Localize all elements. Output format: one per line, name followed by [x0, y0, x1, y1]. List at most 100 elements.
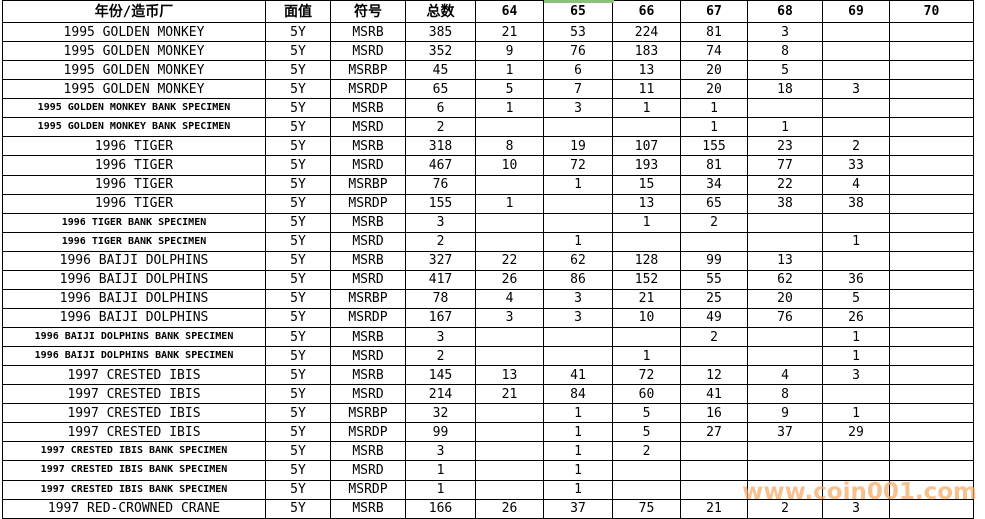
cell-grade-68[interactable]: 1: [747, 117, 823, 138]
cell-grade-67[interactable]: 21: [680, 498, 748, 519]
cell-grade-67[interactable]: 74: [680, 41, 748, 62]
cell-grade-65[interactable]: [543, 212, 613, 233]
cell-grade-66[interactable]: 15: [612, 174, 681, 195]
cell-grade-64[interactable]: 22: [475, 250, 544, 271]
cell-denomination[interactable]: 5Y: [265, 346, 331, 367]
cell-grade-67[interactable]: 81: [680, 21, 748, 43]
cell-grade-65[interactable]: 7: [543, 79, 613, 100]
cell-grade-70[interactable]: [889, 41, 974, 62]
cell-grade-68[interactable]: 23: [747, 136, 823, 157]
cell-symbol[interactable]: MSRBP: [330, 288, 406, 309]
cell-symbol[interactable]: MSRBP: [330, 403, 406, 424]
cell-grade-69[interactable]: 26: [822, 307, 890, 329]
cell-grade-70[interactable]: [889, 21, 974, 43]
cell-denomination[interactable]: 5Y: [265, 269, 331, 290]
cell-grade-70[interactable]: [889, 250, 974, 271]
cell-total[interactable]: 1: [405, 479, 476, 500]
cell-year-mint[interactable]: 1996 BAIJI DOLPHINS BANK SPECIMEN: [2, 326, 266, 348]
cell-grade-65[interactable]: 1: [543, 422, 613, 443]
cell-denomination[interactable]: 5Y: [265, 174, 331, 195]
cell-grade-69[interactable]: [822, 98, 890, 119]
cell-grade-64[interactable]: 3: [475, 307, 544, 329]
cell-grade-66[interactable]: 11: [612, 79, 681, 100]
cell-grade-64[interactable]: 1: [475, 60, 544, 81]
cell-total[interactable]: 45: [405, 60, 476, 81]
cell-year-mint[interactable]: 1995 GOLDEN MONKEY: [2, 60, 266, 81]
cell-year-mint[interactable]: 1996 BAIJI DOLPHINS: [2, 269, 266, 290]
cell-denomination[interactable]: 5Y: [265, 498, 331, 519]
cell-grade-69[interactable]: [822, 117, 890, 138]
cell-total[interactable]: 214: [405, 384, 476, 405]
cell-grade-70[interactable]: [889, 365, 974, 386]
cell-year-mint[interactable]: 1996 BAIJI DOLPHINS: [2, 288, 266, 309]
cell-total[interactable]: 78: [405, 288, 476, 309]
cell-grade-68[interactable]: [747, 98, 823, 119]
cell-symbol[interactable]: MSRD: [330, 346, 406, 367]
cell-grade-67[interactable]: [680, 460, 748, 481]
cell-denomination[interactable]: 5Y: [265, 479, 331, 500]
cell-grade-64[interactable]: 21: [475, 21, 544, 43]
cell-grade-67[interactable]: 20: [680, 79, 748, 100]
cell-denomination[interactable]: 5Y: [265, 326, 331, 348]
cell-symbol[interactable]: MSRB: [330, 365, 406, 386]
cell-grade-68[interactable]: [747, 460, 823, 481]
cell-grade-65[interactable]: [543, 193, 613, 214]
cell-total[interactable]: 99: [405, 422, 476, 443]
cell-total[interactable]: 327: [405, 250, 476, 271]
cell-grade-67[interactable]: 65: [680, 193, 748, 214]
cell-total[interactable]: 3: [405, 326, 476, 348]
cell-grade-66[interactable]: 5: [612, 403, 681, 424]
cell-grade-70[interactable]: [889, 326, 974, 348]
cell-grade-68[interactable]: [747, 212, 823, 233]
cell-grade-65[interactable]: 3: [543, 288, 613, 309]
cell-grade-65[interactable]: 1: [543, 231, 613, 252]
header-grade-66[interactable]: 66: [612, 0, 681, 23]
cell-grade-66[interactable]: 1: [612, 212, 681, 233]
cell-symbol[interactable]: MSRB: [330, 250, 406, 271]
cell-grade-68[interactable]: 62: [747, 269, 823, 290]
cell-grade-66[interactable]: 224: [612, 21, 681, 43]
cell-grade-69[interactable]: [822, 460, 890, 481]
cell-grade-69[interactable]: 1: [822, 403, 890, 424]
cell-grade-70[interactable]: [889, 174, 974, 195]
cell-grade-67[interactable]: 16: [680, 403, 748, 424]
cell-grade-70[interactable]: [889, 346, 974, 367]
cell-grade-64[interactable]: [475, 460, 544, 481]
cell-grade-65[interactable]: 37: [543, 498, 613, 519]
cell-grade-70[interactable]: [889, 479, 974, 500]
cell-grade-68[interactable]: 13: [747, 250, 823, 271]
cell-year-mint[interactable]: 1996 TIGER BANK SPECIMEN: [2, 231, 266, 252]
cell-denomination[interactable]: 5Y: [265, 41, 331, 62]
cell-total[interactable]: 385: [405, 21, 476, 43]
cell-grade-70[interactable]: [889, 498, 974, 519]
cell-grade-70[interactable]: [889, 155, 974, 176]
cell-total[interactable]: 32: [405, 403, 476, 424]
cell-grade-69[interactable]: 4: [822, 174, 890, 195]
cell-grade-67[interactable]: 20: [680, 60, 748, 81]
cell-grade-64[interactable]: 1: [475, 98, 544, 119]
cell-grade-66[interactable]: [612, 231, 681, 252]
cell-total[interactable]: 352: [405, 41, 476, 62]
cell-denomination[interactable]: 5Y: [265, 250, 331, 271]
cell-grade-64[interactable]: [475, 326, 544, 348]
cell-grade-65[interactable]: 84: [543, 384, 613, 405]
cell-grade-65[interactable]: 6: [543, 60, 613, 81]
cell-grade-69[interactable]: 3: [822, 79, 890, 100]
cell-grade-69[interactable]: [822, 21, 890, 43]
header-total[interactable]: 总数: [405, 0, 476, 23]
cell-symbol[interactable]: MSRB: [330, 98, 406, 119]
cell-grade-65[interactable]: 1: [543, 460, 613, 481]
cell-grade-65[interactable]: 53: [543, 21, 613, 43]
cell-grade-67[interactable]: 99: [680, 250, 748, 271]
cell-grade-69[interactable]: [822, 250, 890, 271]
cell-grade-66[interactable]: 152: [612, 269, 681, 290]
cell-year-mint[interactable]: 1995 GOLDEN MONKEY BANK SPECIMEN: [2, 98, 266, 119]
cell-grade-68[interactable]: 76: [747, 307, 823, 329]
cell-grade-67[interactable]: 41: [680, 384, 748, 405]
cell-year-mint[interactable]: 1997 CRESTED IBIS BANK SPECIMEN: [2, 460, 266, 481]
cell-total[interactable]: 6: [405, 98, 476, 119]
cell-grade-65[interactable]: 76: [543, 41, 613, 62]
header-grade-67[interactable]: 67: [680, 0, 748, 23]
cell-grade-65[interactable]: [543, 326, 613, 348]
cell-year-mint[interactable]: 1996 BAIJI DOLPHINS BANK SPECIMEN: [2, 346, 266, 367]
